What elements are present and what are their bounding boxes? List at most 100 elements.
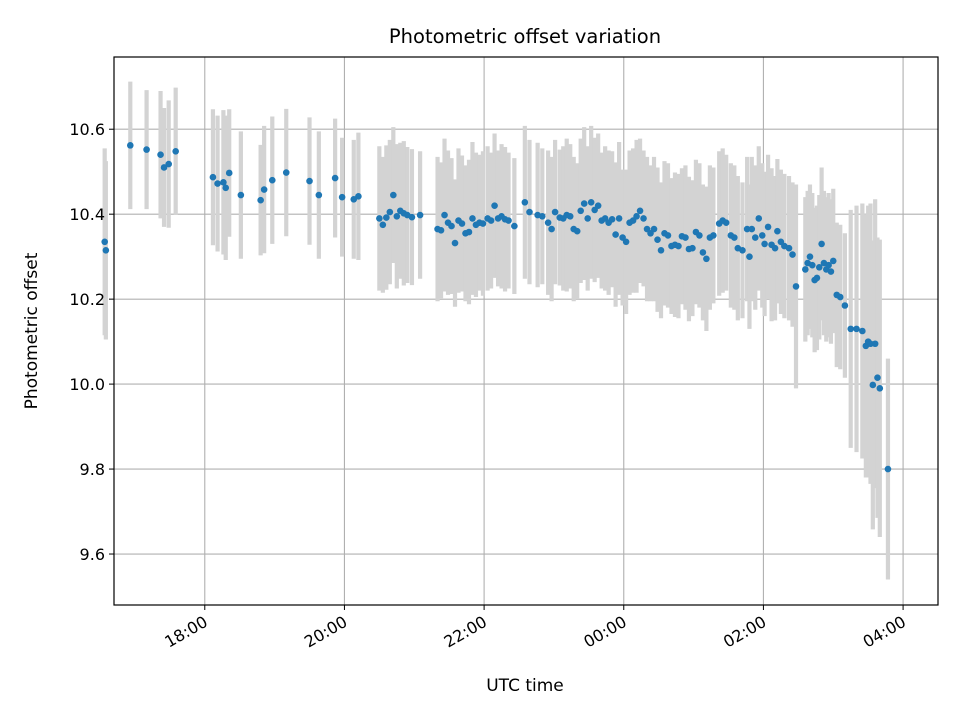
data-point bbox=[451, 239, 459, 247]
y-tick-label: 9.8 bbox=[80, 460, 105, 479]
data-point bbox=[526, 208, 533, 216]
data-point bbox=[465, 228, 473, 236]
data-point bbox=[548, 225, 555, 233]
data-point bbox=[379, 221, 387, 229]
data-point bbox=[331, 174, 339, 182]
data-point bbox=[390, 191, 397, 199]
data-point bbox=[675, 242, 682, 250]
data-point bbox=[338, 193, 346, 201]
data-point bbox=[551, 208, 559, 216]
data-point bbox=[696, 232, 703, 239]
data-point bbox=[126, 142, 134, 149]
data-point bbox=[260, 186, 268, 193]
data-point bbox=[739, 246, 746, 254]
data-point bbox=[165, 160, 173, 168]
data-point bbox=[511, 222, 518, 230]
data-point bbox=[761, 240, 768, 248]
data-point bbox=[538, 213, 546, 220]
data-point bbox=[491, 202, 498, 209]
data-point bbox=[650, 225, 658, 233]
chart-title: Photometric offset variation bbox=[389, 25, 661, 48]
y-tick-label: 10.6 bbox=[69, 120, 105, 139]
data-point bbox=[408, 213, 416, 221]
data-point bbox=[416, 211, 424, 219]
data-point bbox=[836, 293, 844, 301]
data-point bbox=[654, 236, 661, 243]
error-bars bbox=[102, 81, 891, 580]
data-point bbox=[869, 381, 877, 389]
data-point bbox=[257, 196, 264, 204]
data-point bbox=[710, 232, 717, 239]
data-point bbox=[225, 169, 233, 177]
data-point bbox=[437, 227, 445, 234]
data-point bbox=[622, 238, 630, 246]
y-tick-label: 10.2 bbox=[69, 290, 105, 309]
x-tick-label: 20:00 bbox=[301, 612, 350, 652]
data-point bbox=[815, 263, 823, 271]
data-point bbox=[220, 179, 227, 186]
data-point bbox=[383, 214, 390, 221]
data-point bbox=[813, 274, 821, 282]
data-point bbox=[748, 225, 756, 233]
data-point bbox=[393, 213, 401, 220]
data-point bbox=[640, 215, 647, 222]
data-point bbox=[544, 219, 552, 226]
plot-frame bbox=[113, 56, 939, 606]
data-point bbox=[751, 234, 759, 241]
data-point bbox=[722, 219, 730, 226]
y-tick-label: 10.4 bbox=[69, 205, 105, 224]
data-point bbox=[469, 215, 476, 222]
y-tick-label: 9.6 bbox=[80, 545, 105, 564]
data-point bbox=[731, 234, 738, 241]
data-point bbox=[441, 211, 448, 219]
data-point bbox=[487, 217, 495, 224]
data-point bbox=[746, 253, 753, 260]
grid-lines bbox=[114, 57, 938, 605]
data-point bbox=[774, 227, 781, 235]
x-tick-label: 04:00 bbox=[860, 612, 909, 652]
data-point bbox=[785, 244, 793, 252]
data-point bbox=[315, 191, 323, 199]
data-point bbox=[448, 222, 455, 230]
data-point bbox=[825, 261, 832, 269]
data-point bbox=[282, 169, 290, 176]
data-point bbox=[682, 234, 689, 241]
data-point bbox=[789, 251, 796, 258]
data-point bbox=[792, 283, 800, 290]
data-point bbox=[268, 176, 276, 184]
data-point bbox=[758, 232, 766, 239]
data-point bbox=[172, 148, 179, 155]
x-tick-label: 22:00 bbox=[441, 612, 490, 652]
data-point bbox=[102, 246, 110, 254]
data-point bbox=[633, 213, 640, 220]
data-point bbox=[214, 180, 221, 187]
data-point bbox=[853, 325, 860, 333]
data-point bbox=[664, 232, 672, 239]
data-point bbox=[755, 215, 763, 222]
data-points bbox=[101, 142, 892, 473]
x-tick-label: 02:00 bbox=[720, 612, 769, 652]
data-point bbox=[566, 213, 574, 220]
data-point bbox=[809, 261, 816, 269]
x-tick-label: 00:00 bbox=[580, 612, 629, 652]
data-point bbox=[867, 340, 874, 348]
data-point bbox=[594, 202, 602, 209]
data-point bbox=[209, 173, 217, 181]
data-point bbox=[876, 385, 884, 392]
data-point bbox=[764, 223, 772, 231]
data-point bbox=[841, 302, 849, 309]
x-tick-label: 18:00 bbox=[161, 612, 210, 652]
data-point bbox=[615, 215, 623, 222]
x-axis-ticks: 18:00 20:00 22:00 00:00 02:00 04:00 bbox=[161, 605, 909, 652]
data-point bbox=[355, 193, 362, 200]
data-point bbox=[612, 231, 619, 238]
data-point bbox=[143, 146, 150, 153]
data-point bbox=[859, 327, 866, 335]
data-point bbox=[573, 227, 581, 235]
data-point bbox=[101, 238, 108, 246]
data-point bbox=[577, 207, 585, 215]
data-point bbox=[505, 217, 512, 224]
x-axis-label: UTC time bbox=[486, 676, 564, 696]
data-point bbox=[699, 249, 707, 256]
